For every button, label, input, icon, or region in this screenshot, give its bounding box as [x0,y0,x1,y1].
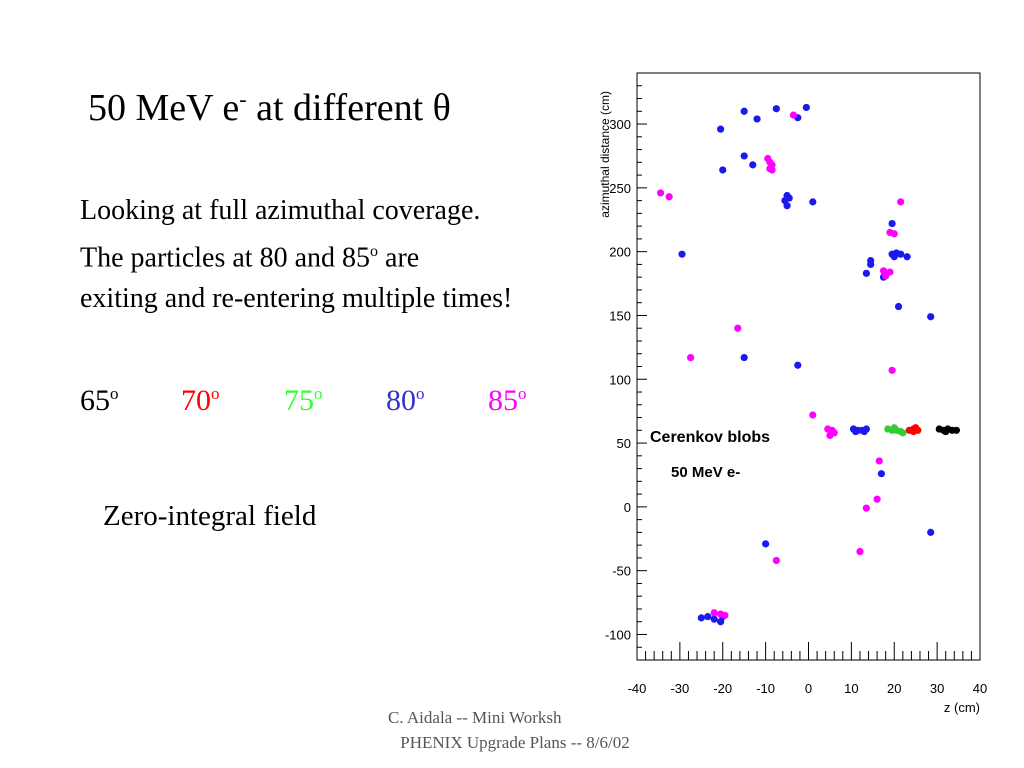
data-point-series-3 [697,614,705,622]
annotation-cerenkov-blobs: Cerenkov blobs [650,429,770,446]
slide-title: 50 MeV e- at different θ [88,86,451,129]
y-axis-label: azimuthal distance (cm) [598,91,612,218]
x-axis-label: z (cm) [944,700,980,715]
y-tick-label: 300 [609,117,631,132]
x-tick-label: -30 [670,681,689,696]
x-tick-label: -40 [628,681,647,696]
x-tick-label: 30 [930,681,944,696]
data-point-series-4 [873,495,881,503]
data-point-series-3 [749,161,757,169]
data-point-series-4 [856,547,864,556]
data-point-series-3 [862,269,870,277]
plot-frame [636,72,981,661]
data-point-series-4 [734,324,742,332]
angle-70: 70o [181,384,220,417]
data-point-series-3 [762,540,770,548]
data-point-series-3 [852,427,860,436]
data-point-series-3 [678,250,686,258]
data-point-series-4 [665,193,673,201]
data-point-series-3 [894,302,903,311]
data-point-series-2 [899,429,907,437]
footer: C. Aidala -- Mini Worksh PHENIX Upgrade … [370,705,660,755]
data-point-series-3 [740,152,748,160]
data-point-series-4 [721,611,729,619]
data-point-series-4 [656,189,665,197]
y-tick-label: 0 [624,500,631,515]
data-point-series-3 [753,115,761,123]
description-line-3: exiting and re-entering multiple times! [80,283,513,315]
data-point-series-3 [783,202,791,210]
x-tick-label: -10 [756,681,775,696]
description-line-1: Looking at full azimuthal coverage. [80,195,481,226]
data-point-series-3 [888,219,896,228]
data-point-series-4 [809,411,817,419]
x-tick-label: -20 [713,681,732,696]
data-point-series-4 [862,504,870,512]
data-point-series-4 [882,272,890,280]
data-point-series-4 [826,431,834,440]
y-tick-label: 50 [617,436,631,451]
data-point-series-3 [785,194,793,202]
y-tick-label: -50 [612,564,631,579]
annotation-50-mev-e: 50 MeV e- [671,464,740,481]
angle-legend: 65o 70o 75o 80o 85o [0,384,600,424]
description-line-2: The particles at 80 and 85o are [80,242,420,274]
data-point-series-3 [897,250,905,258]
y-tick-label: 100 [609,372,631,387]
data-point-series-0 [952,426,961,434]
angle-75: 75o [284,384,323,417]
angle-80: 80o [386,384,425,417]
data-point-series-4 [768,166,776,174]
data-point-series-4 [890,230,898,238]
data-point-series-3 [867,256,875,265]
data-point-series-4 [888,366,896,374]
data-point-series-3 [717,125,725,133]
data-point-series-3 [740,353,748,362]
data-point-series-3 [719,166,727,174]
x-tick-label: 20 [887,681,901,696]
y-tick-label: -100 [605,627,631,642]
description-text: Looking at full azimuthal coverage. The … [80,190,512,319]
y-tick-label: 250 [609,181,631,196]
angle-85: 85o [488,384,527,417]
data-point-series-4 [789,111,798,119]
data-point-series-3 [809,198,817,206]
data-point-series-3 [794,361,802,369]
y-tick-label: 200 [609,245,631,260]
x-tick-label: 40 [973,681,987,696]
data-point-series-4 [772,556,780,565]
y-tick-label: 150 [609,308,631,323]
data-point-series-3 [860,427,868,436]
data-point-series-3 [704,613,712,621]
angle-65: 65o [80,384,119,417]
data-point-series-3 [710,615,718,623]
data-point-series-4 [710,609,718,617]
data-point-series-3 [927,313,935,321]
data-point-series-2 [890,424,898,432]
data-point-series-3 [903,253,911,261]
data-point-series-0 [942,427,950,436]
x-tick-label: 0 [805,681,812,696]
data-point-series-4 [897,198,905,206]
data-point-series-1 [912,424,920,432]
data-point-series-4 [875,457,883,465]
data-point-series-3 [740,107,748,115]
x-tick-label: 10 [844,681,858,696]
data-point-series-4 [686,353,695,362]
data-point-series-3 [772,105,780,113]
field-note: Zero-integral field [103,500,317,532]
data-point-series-3 [877,470,885,478]
data-point-series-3 [927,528,935,536]
footer-line-2: PHENIX Upgrade Plans -- 8/6/02 [400,733,630,752]
data-point-series-3 [802,103,810,112]
data-point-series-3 [890,253,898,261]
footer-line-1: C. Aidala -- Mini Worksh [388,708,562,727]
